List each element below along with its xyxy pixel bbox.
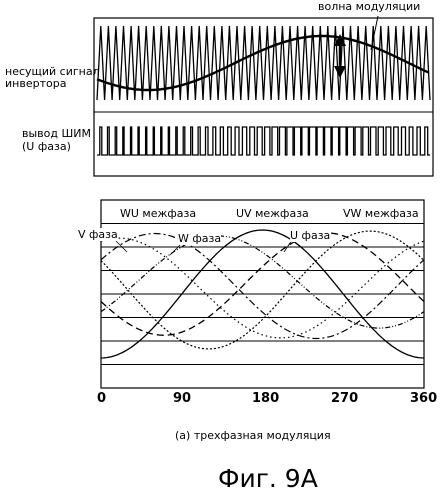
vw-interphase-label: VW межфаза xyxy=(343,207,419,220)
pwm-output-wave xyxy=(97,126,430,156)
carrier-label: несущий сигнал инвертора xyxy=(5,65,100,90)
label-pointer-w xyxy=(169,244,181,256)
wu-interphase-label: WU межфаза xyxy=(120,207,197,220)
grid-lines xyxy=(101,223,424,365)
label-pointer-v xyxy=(115,240,128,253)
w-phase-label: W фаза xyxy=(178,232,222,245)
vw-interphase-curve xyxy=(100,235,425,329)
modulation-pointer-line xyxy=(370,15,379,51)
x-tick-270: 270 xyxy=(331,391,359,406)
v-phase-label: V фаза xyxy=(78,228,118,241)
label-pointer-u xyxy=(283,239,293,253)
u-phase-curve xyxy=(100,230,425,350)
figure-title: Фиг. 9A xyxy=(218,464,318,493)
top-panel-frame xyxy=(93,17,434,177)
x-tick-0: 0 xyxy=(97,391,107,406)
x-tick-180: 180 xyxy=(252,391,280,406)
pwm-output-label: вывод ШИМ (U фаза) xyxy=(22,127,91,153)
x-tick-90: 90 xyxy=(173,391,192,406)
carrier-triangle-wave xyxy=(96,25,431,101)
v-phase-curve xyxy=(100,229,425,359)
amplitude-arrow xyxy=(334,34,346,78)
modulation-wave-label: волна модуляции xyxy=(318,0,421,13)
u-phase-label: U фаза xyxy=(290,229,331,242)
uv-interphase-curve xyxy=(100,237,425,339)
w-phase-curve xyxy=(100,232,425,340)
x-tick-360: 360 xyxy=(410,391,438,406)
modulation-wave xyxy=(96,34,430,92)
uv-interphase-label: UV межфаза xyxy=(236,207,309,220)
figure-caption: (a) трехфазная модуляция xyxy=(175,429,331,442)
